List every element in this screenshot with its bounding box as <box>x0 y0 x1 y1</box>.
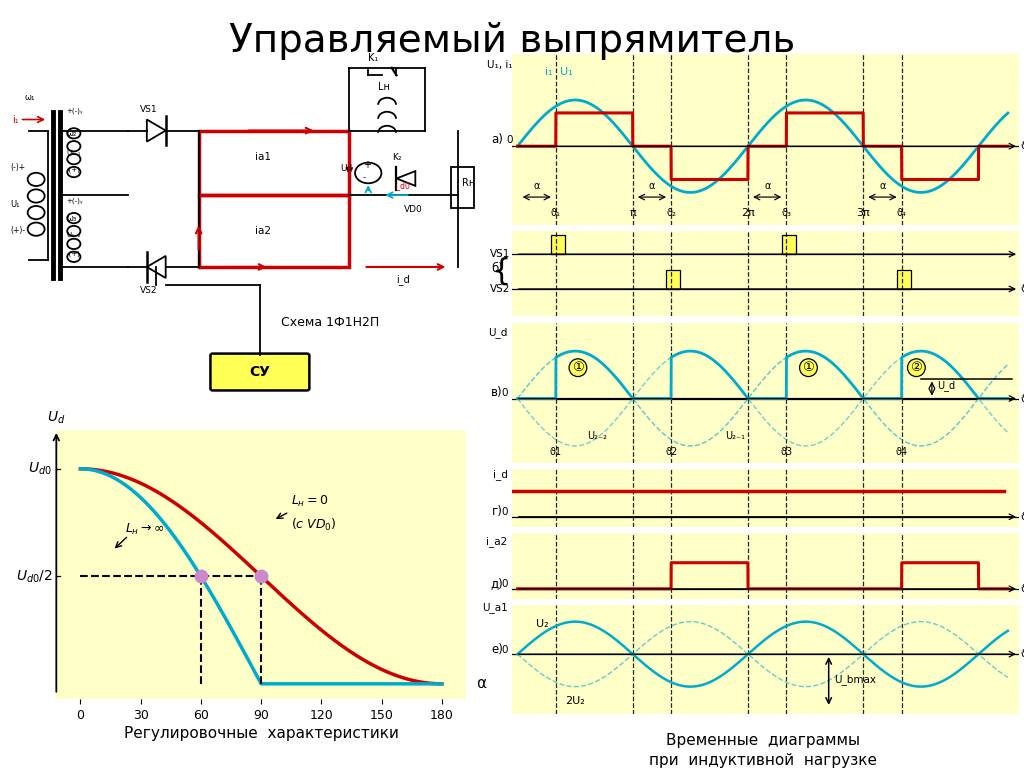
Text: α: α <box>534 180 540 190</box>
Text: д): д) <box>490 577 503 590</box>
Text: ϑ: ϑ <box>1021 584 1024 594</box>
Text: i₁: i₁ <box>545 67 553 77</box>
Text: ϑ: ϑ <box>1021 141 1024 151</box>
Text: 0: 0 <box>501 388 508 398</box>
Text: ϑ2: ϑ2 <box>665 448 677 458</box>
Text: ①: ① <box>572 361 584 374</box>
Text: α: α <box>649 180 655 190</box>
Text: +(-)ᵧ: +(-)ᵧ <box>67 107 83 114</box>
Text: г): г) <box>492 505 503 518</box>
Text: U₁: U₁ <box>10 200 19 209</box>
Text: K₂: K₂ <box>392 153 401 162</box>
Text: б): б) <box>490 262 503 274</box>
Text: α: α <box>764 180 770 190</box>
Text: ϑ3: ϑ3 <box>780 448 793 458</box>
Text: а): а) <box>490 133 503 145</box>
Text: ω₁: ω₁ <box>25 93 35 102</box>
Text: ①: ① <box>803 361 814 374</box>
Text: +(-)ᵧ: +(-)ᵧ <box>67 197 83 204</box>
Text: VS2: VS2 <box>489 284 510 294</box>
Text: U₁, i₁: U₁, i₁ <box>487 61 513 71</box>
Text: (+)-: (+)- <box>10 226 26 234</box>
Text: $U_{d0}/2$: $U_{d0}/2$ <box>15 568 52 584</box>
Text: VS1: VS1 <box>140 105 158 114</box>
Text: (-)+: (-)+ <box>10 163 26 172</box>
Text: ϑ₄: ϑ₄ <box>897 207 906 217</box>
Text: -(+): -(+) <box>67 251 81 257</box>
Text: Ud: Ud <box>340 164 352 173</box>
Bar <box>667 270 680 289</box>
Text: -(+): -(+) <box>67 166 81 173</box>
Text: ϑ₂: ϑ₂ <box>667 207 676 217</box>
Bar <box>451 167 474 208</box>
Text: U_d: U_d <box>488 326 508 338</box>
Text: $U_{d0}$: $U_{d0}$ <box>29 461 52 477</box>
Text: ia1: ia1 <box>255 152 271 162</box>
Text: VD0: VD0 <box>403 204 422 214</box>
Text: 0: 0 <box>501 579 508 589</box>
Text: i₁: i₁ <box>12 114 19 124</box>
Text: Схема 1Ф1Н2П: Схема 1Ф1Н2П <box>282 316 380 329</box>
Text: 0: 0 <box>501 507 508 517</box>
Text: K₁: K₁ <box>369 52 379 62</box>
Text: U_bmax: U_bmax <box>835 674 877 684</box>
Text: +: + <box>362 161 371 170</box>
Text: U₁: U₁ <box>560 67 572 77</box>
Text: i_d0: i_d0 <box>394 180 410 190</box>
Text: ϑ1: ϑ1 <box>550 448 562 458</box>
Text: Регулировочные  характеристики: Регулировочные характеристики <box>124 726 398 741</box>
Bar <box>897 270 911 289</box>
Text: U₂: U₂ <box>536 618 549 628</box>
Text: π: π <box>630 207 636 217</box>
Text: ia2: ia2 <box>255 226 271 236</box>
Text: $U_d$: $U_d$ <box>47 409 66 425</box>
Text: 2π: 2π <box>741 207 755 217</box>
Text: U₂₋₂: U₂₋₂ <box>67 233 81 239</box>
Text: U_d: U_d <box>937 381 955 392</box>
Text: $L_н = 0$: $L_н = 0$ <box>291 495 329 509</box>
Text: 0: 0 <box>501 644 508 654</box>
Text: -: - <box>362 174 366 182</box>
Text: $(c\ VD_0)$: $(c\ VD_0)$ <box>291 517 337 533</box>
Text: 0: 0 <box>507 134 513 144</box>
Text: U₂₋₂: U₂₋₂ <box>587 431 606 441</box>
Text: i_a2: i_a2 <box>486 535 508 547</box>
FancyBboxPatch shape <box>211 353 309 390</box>
Text: {: { <box>490 257 510 286</box>
Text: ϑ: ϑ <box>1021 284 1024 294</box>
Text: U_a1: U_a1 <box>482 602 508 613</box>
Bar <box>551 235 565 254</box>
Text: ϑ₁: ϑ₁ <box>551 207 561 217</box>
Text: ω₃: ω₃ <box>67 214 77 223</box>
Text: i_d: i_d <box>396 273 411 285</box>
Text: α: α <box>476 677 486 691</box>
Polygon shape <box>146 256 166 278</box>
Text: VS2: VS2 <box>140 286 158 295</box>
Bar <box>781 235 796 254</box>
Text: е): е) <box>490 643 503 656</box>
Text: в): в) <box>492 386 503 399</box>
Text: VS1: VS1 <box>489 249 510 259</box>
Polygon shape <box>396 171 416 186</box>
Text: ϑ₃: ϑ₃ <box>781 207 792 217</box>
Text: U₂₋₁: U₂₋₁ <box>725 431 745 441</box>
Polygon shape <box>146 120 166 141</box>
Text: Временные  диаграммы
при  индуктивной  нагрузке: Временные диаграммы при индуктивной нагр… <box>649 733 877 768</box>
Text: $L_н \rightarrow \infty$: $L_н \rightarrow \infty$ <box>125 522 164 538</box>
Text: Управляемый выпрямитель: Управляемый выпрямитель <box>229 22 795 59</box>
Text: ϑ4: ϑ4 <box>896 448 907 458</box>
Text: ϑ: ϑ <box>1021 511 1024 521</box>
Text: ϑ: ϑ <box>1021 393 1024 403</box>
Text: СУ: СУ <box>250 365 270 379</box>
Text: ϑ: ϑ <box>1021 649 1024 659</box>
Text: ω₂: ω₂ <box>67 129 77 138</box>
Text: i_d: i_d <box>493 469 508 480</box>
Text: ②: ② <box>910 361 923 374</box>
Text: α: α <box>880 180 886 190</box>
Text: 3π: 3π <box>856 207 870 217</box>
Text: U₂₋₁: U₂₋₁ <box>67 150 81 156</box>
Text: Lн: Lн <box>378 82 389 92</box>
Text: 2U₂: 2U₂ <box>565 697 585 707</box>
Text: Rн: Rн <box>463 178 476 188</box>
